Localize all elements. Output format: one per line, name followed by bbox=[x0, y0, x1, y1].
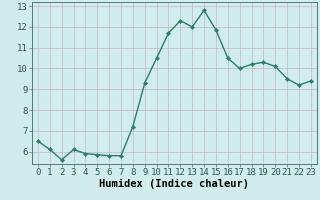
X-axis label: Humidex (Indice chaleur): Humidex (Indice chaleur) bbox=[100, 179, 249, 189]
